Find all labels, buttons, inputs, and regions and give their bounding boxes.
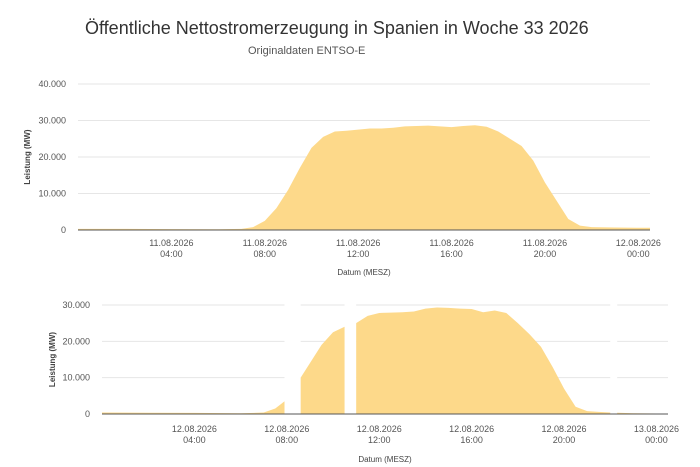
y-tick-label: 20.000 bbox=[62, 336, 90, 346]
y-tick-label: 10.000 bbox=[38, 189, 66, 199]
x-tick-label: 11.08.2026 20:00 bbox=[523, 238, 567, 259]
data-gap bbox=[344, 303, 357, 414]
x-tick-label: 11.08.2026 08:00 bbox=[243, 238, 287, 259]
area-series bbox=[356, 307, 668, 414]
x-tick-label: 11.08.2026 12:00 bbox=[336, 238, 380, 259]
x-axis-title: Datum (MESZ) bbox=[337, 268, 391, 277]
data-gap bbox=[284, 303, 301, 414]
chart-panel-2: 0 10.000 20.000 30.000 12.08.2026 04:00 12.08.… bbox=[48, 300, 679, 464]
y-tick-label: 20.000 bbox=[38, 152, 66, 162]
y-tick-label: 40.000 bbox=[38, 79, 66, 89]
y-axis-title: Leistung (MW) bbox=[48, 332, 57, 387]
data-gap bbox=[610, 303, 618, 414]
x-tick-label: 11.08.2026 16:00 bbox=[429, 238, 473, 259]
x-axis-title: Datum (MESZ) bbox=[358, 455, 412, 464]
y-tick-label: 30.000 bbox=[38, 116, 66, 126]
area-series bbox=[102, 323, 357, 414]
x-tick-label: 13.08.2026 00:00 bbox=[634, 424, 679, 445]
x-tick-label: 12.08.2026 00:00 bbox=[616, 238, 661, 259]
x-tick-label: 12.08.2026 16:00 bbox=[449, 424, 494, 445]
y-tick-label: 0 bbox=[85, 409, 90, 419]
area-series bbox=[78, 125, 650, 230]
y-tick-label: 0 bbox=[61, 225, 66, 235]
y-axis-title: Leistung (MW) bbox=[23, 129, 32, 184]
x-tick-label: 11.08.2026 04:00 bbox=[149, 238, 193, 259]
x-tick-label: 12.08.2026 20:00 bbox=[542, 424, 587, 445]
chart-subtitle: Originaldaten ENTSO-E bbox=[248, 45, 366, 57]
x-tick-label: 12.08.2026 12:00 bbox=[357, 424, 402, 445]
chart-panel-1: 0 10.000 20.000 30.000 40.000 11.08.2026 04:00… bbox=[23, 79, 661, 277]
y-tick-label: 10.000 bbox=[62, 373, 90, 383]
x-tick-label: 12.08.2026 08:00 bbox=[264, 424, 309, 445]
x-tick-label: 12.08.2026 04:00 bbox=[172, 424, 217, 445]
chart-title: Öffentliche Nettostromerzeugung in Spani… bbox=[85, 18, 589, 38]
y-tick-label: 30.000 bbox=[62, 300, 90, 310]
